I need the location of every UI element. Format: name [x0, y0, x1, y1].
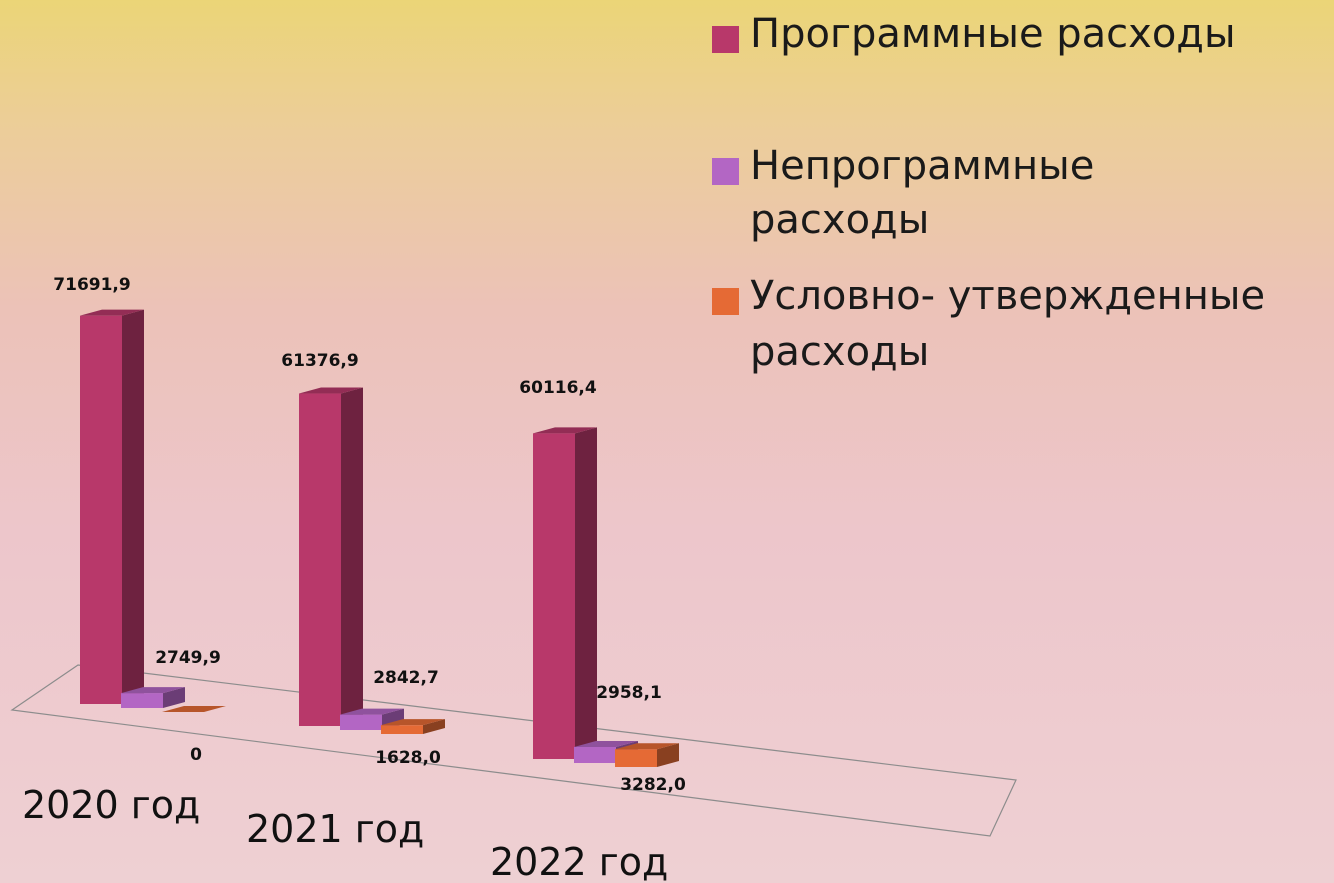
bar-s3-cat2-front	[381, 725, 423, 734]
data-label-s2-cat1: 2749,9	[155, 648, 221, 668]
data-label-s3-cat3: 3282,0	[620, 775, 686, 795]
data-labels-group: 71691,9 2749,9 0 61376,9 2842,7 1628,0 60116,4…	[53, 275, 686, 795]
data-label-s1-cat2: 61376,9	[281, 351, 358, 371]
bar-s1-cat2-front	[299, 393, 341, 726]
bar-s1-cat3-top	[533, 427, 597, 434]
legend-label-neprogrammnye-line2: расходы	[750, 197, 930, 243]
bar-s1-cat2-top	[299, 387, 363, 394]
bar-s1-cat1	[80, 309, 144, 704]
bar-s3-cat1	[162, 706, 226, 712]
legend-swatch-neprogrammnye	[712, 158, 739, 185]
bar-s2-cat2-front	[340, 714, 382, 730]
bar-s3-cat3-side	[657, 743, 679, 767]
category-label-cat2: 2021 год	[246, 807, 424, 851]
bar-s1-cat3-front	[533, 433, 575, 759]
legend-label-programmnye: Программные расходы	[750, 11, 1236, 57]
bar-s1-cat3-side	[575, 427, 597, 759]
legend-label-uslovno-line1: Условно- утвержденные	[750, 273, 1266, 319]
bar-s2-cat1-top	[121, 687, 185, 694]
legend-label-uslovno-line2: расходы	[750, 329, 930, 375]
data-label-s1-cat3: 60116,4	[519, 378, 597, 398]
data-label-s2-cat3: 2958,1	[596, 683, 662, 703]
bar-s1-cat2-side	[341, 387, 363, 726]
bar-s2-cat1	[121, 687, 185, 708]
bar-s3-cat3	[615, 743, 679, 767]
bar-s3-cat3-front	[615, 749, 657, 767]
bar-s1-cat3	[533, 427, 597, 759]
bar-s3-cat2	[381, 719, 445, 734]
category-label-cat3: 2022 год	[490, 840, 668, 883]
data-label-s3-cat2: 1628,0	[375, 748, 441, 768]
legend-label-neprogrammnye-line1: Непрограммные	[750, 143, 1095, 189]
floor-plane	[10, 664, 1017, 837]
legend-swatch-programmnye	[712, 26, 739, 53]
bar-s1-cat1-side	[122, 309, 144, 704]
bar-s1-cat2	[299, 387, 363, 726]
bar-s2-cat1-front	[121, 693, 163, 708]
bar-s2-cat3-top	[574, 740, 638, 747]
chart-floor	[10, 664, 1017, 837]
legend-swatch-uslovno	[712, 288, 739, 315]
bar-s3-cat2-top	[381, 719, 445, 726]
bar-s3-cat3-top	[615, 743, 679, 750]
data-label-s1-cat1: 71691,9	[53, 275, 130, 295]
category-labels-group: 2020 год 2021 год 2022 год	[22, 783, 668, 883]
bars-group	[80, 309, 679, 767]
bar-s2-cat1-side	[163, 687, 185, 708]
bar-s3-cat2-side	[423, 719, 445, 734]
bar-s2-cat3-front	[574, 746, 616, 763]
bar-s2-cat2-top	[340, 708, 404, 715]
data-label-s3-cat1: 0	[190, 745, 202, 765]
bar-s1-cat1-top	[80, 309, 144, 316]
bar-s1-cat1-front	[80, 315, 122, 704]
category-label-cat1: 2020 год	[22, 783, 200, 827]
data-label-s2-cat2: 2842,7	[373, 668, 439, 688]
bar-s3-cat1-flat	[162, 706, 226, 712]
